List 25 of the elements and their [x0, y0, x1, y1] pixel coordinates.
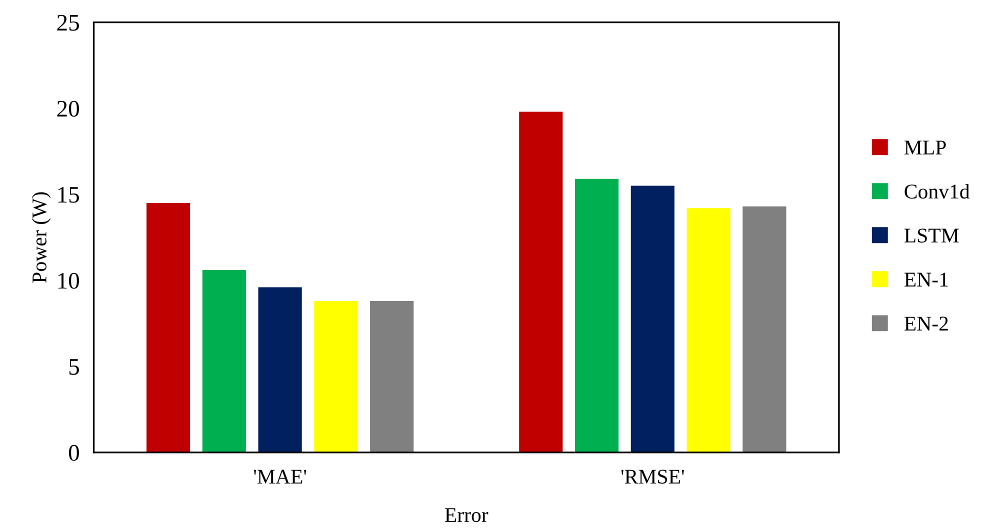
y-tick-label: 25: [57, 14, 79, 31]
legend-label: LSTM: [904, 228, 959, 243]
y-tick-label: 0: [68, 444, 79, 461]
bar: [686, 208, 730, 452]
x-tick-label: 'RMSE': [621, 470, 684, 484]
bar: [370, 301, 414, 452]
y-tick-label: 10: [58, 272, 79, 289]
y-tick-label: 5: [69, 359, 79, 375]
x-tick-label: 'MAE': [254, 470, 306, 484]
legend-label: Conv1d: [904, 184, 970, 199]
bar: [630, 186, 674, 452]
legend-label: EN-1: [904, 272, 948, 286]
bar: [742, 206, 786, 452]
bar: [574, 178, 619, 452]
x-axis-title: Error: [444, 508, 488, 522]
y-axis-title: Power (W): [32, 192, 51, 283]
bar: [146, 202, 190, 452]
y-tick-label: 15: [58, 186, 79, 203]
bar: [519, 112, 563, 452]
legend-label: EN-2: [904, 316, 948, 330]
y-tick-label: 20: [57, 100, 79, 117]
bar: [314, 301, 358, 452]
bar: [202, 270, 246, 452]
legend-label: MLP: [904, 140, 946, 154]
bar: [258, 287, 302, 452]
